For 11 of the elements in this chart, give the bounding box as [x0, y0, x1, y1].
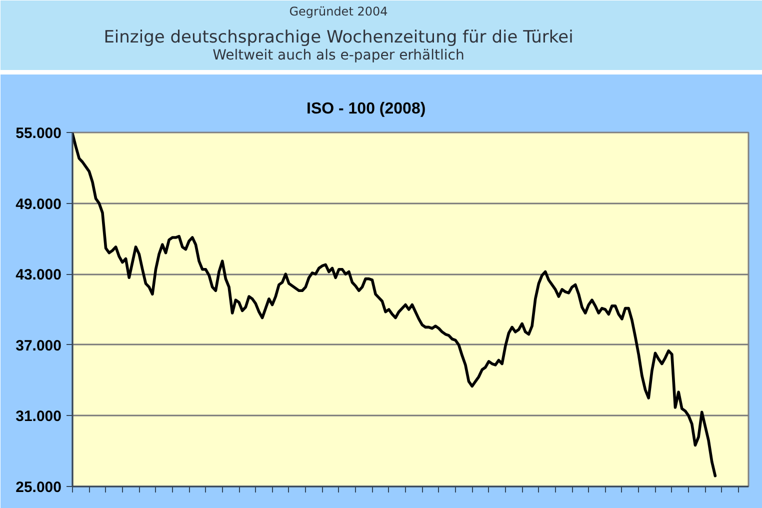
line-series — [72, 132, 717, 478]
y-tick-label: 25.000 — [16, 479, 62, 496]
y-tick-label: 43.000 — [16, 266, 62, 284]
y-tick-label: 55.000 — [16, 125, 62, 142]
chart-title: ISO - 100 (2008) — [306, 100, 426, 118]
y-tick-label: 31.000 — [16, 408, 62, 426]
text: Weltweit auch als e-paper erhältlich — [212, 48, 464, 64]
text: Einzige deutschsprachige Wochenzeitung für die Türkei — [104, 28, 574, 48]
y-tick-label: 37.000 — [16, 337, 62, 354]
y-tick-label: 49.000 — [16, 196, 62, 213]
text: Gegründet 2004 — [289, 4, 388, 18]
